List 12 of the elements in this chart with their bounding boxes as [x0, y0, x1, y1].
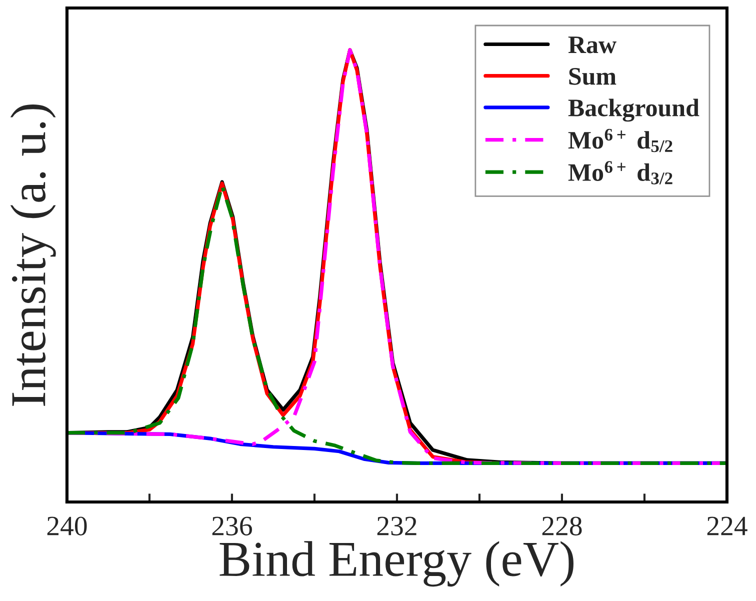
y-axis-title: Intensity (a. u.) [10, 104, 56, 406]
legend-label: Sum [569, 68, 616, 85]
legend-label: Background [568, 98, 700, 122]
legend-label: Raw [568, 36, 616, 54]
legend-label: Mo$^{6+}$ d$_{5/2}$ [568, 128, 672, 152]
x-tick-label: 240 [47, 516, 87, 536]
x-tick-label: 224 [707, 516, 748, 536]
legend-label: Mo$^{6+}$ d$_{3/2}$ [568, 161, 672, 184]
x-tick-label: 236 [212, 516, 252, 536]
x-tick-label: 232 [377, 516, 416, 536]
x-tick-label: 228 [542, 516, 582, 536]
x-axis-title: Bind Energy (eV) [220, 541, 574, 587]
